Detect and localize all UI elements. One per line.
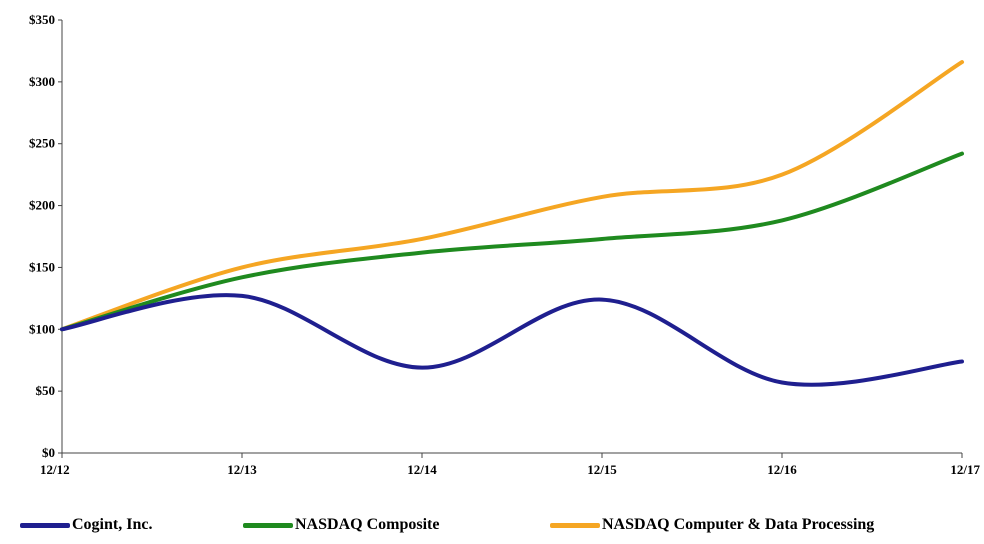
y-tick-label: $300 <box>29 74 55 89</box>
y-tick-label: $150 <box>29 259 55 274</box>
x-tick-label: 12/15 <box>587 462 617 477</box>
series-line-2 <box>60 60 964 332</box>
legend-label-nasdaq-composite: NASDAQ Composite <box>295 516 440 533</box>
x-tick-label: 12/13 <box>227 462 257 477</box>
series-line-1 <box>60 151 964 332</box>
x-tick-label: 12/16 <box>767 462 797 477</box>
legend-label-nasdaq-computer: NASDAQ Computer & Data Processing <box>602 516 875 533</box>
legend-item-cogint: Cogint, Inc. <box>20 510 152 540</box>
legend-item-nasdaq-composite: NASDAQ Composite <box>243 510 439 540</box>
y-tick-label: $0 <box>42 445 55 460</box>
y-tick-label: $200 <box>29 198 55 213</box>
x-tick-label: 12/17 <box>950 462 980 477</box>
series-line-0 <box>60 293 964 387</box>
y-tick-label: $350 <box>29 12 55 27</box>
chart-plot: $0 $50 $100 $150 $200 $250 $300 $350 12/12 12/13 1… <box>29 12 980 477</box>
y-tick-label: $50 <box>36 383 56 398</box>
legend-swatch-nasdaq-composite <box>243 522 293 528</box>
legend-swatch-cogint <box>20 522 70 528</box>
x-tick-label: 12/14 <box>407 462 437 477</box>
legend: Cogint, Inc. NASDAQ Composite NASDAQ Com… <box>0 510 984 540</box>
y-tick-label: $100 <box>29 321 55 336</box>
y-tick-label: $250 <box>29 136 55 151</box>
legend-swatch-nasdaq-computer <box>550 522 600 528</box>
x-tick-label: 12/12 <box>40 462 70 477</box>
legend-label-cogint: Cogint, Inc. <box>72 516 153 533</box>
legend-item-nasdaq-computer: NASDAQ Computer & Data Processing <box>550 510 874 540</box>
